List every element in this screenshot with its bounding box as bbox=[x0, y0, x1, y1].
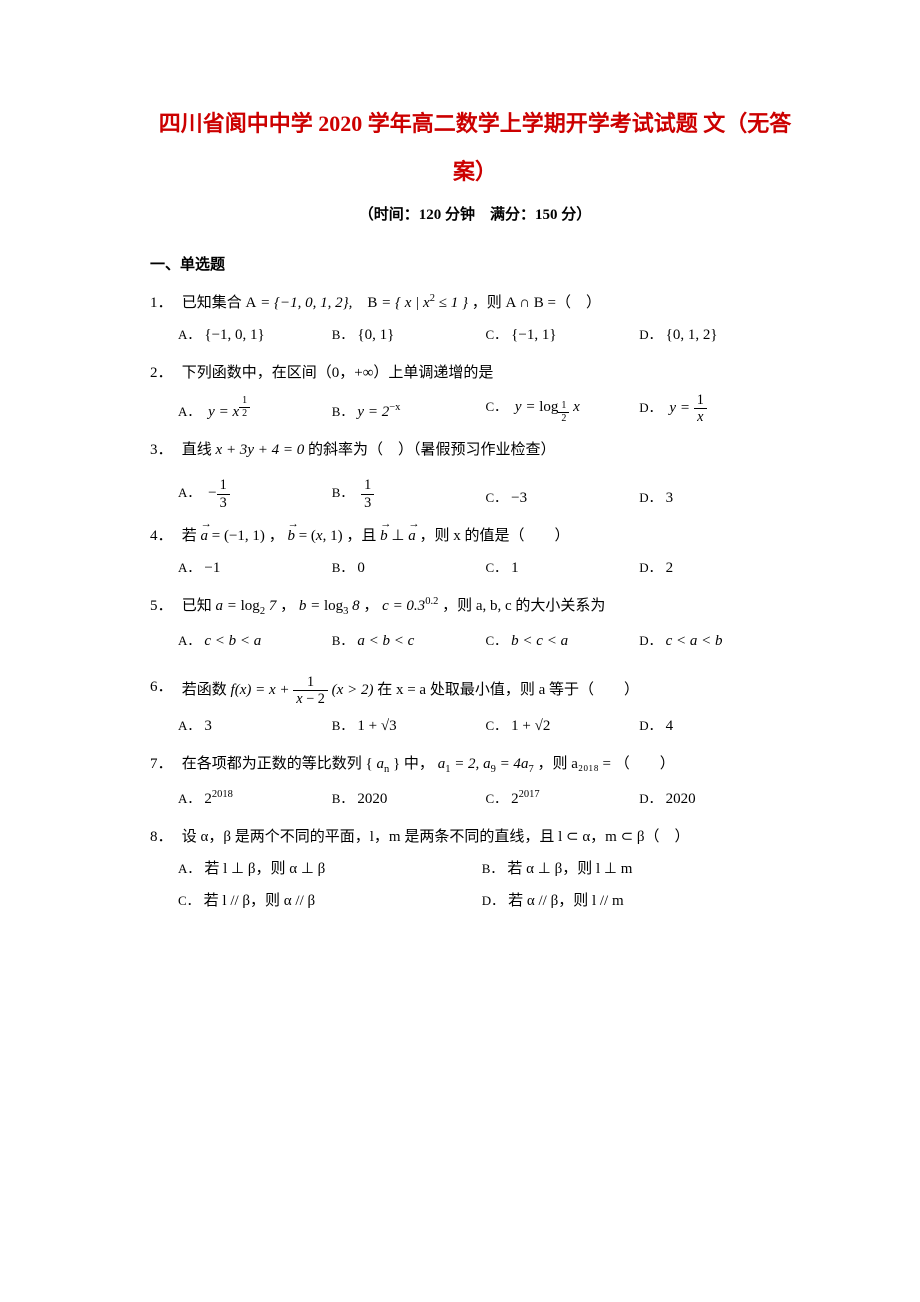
q2-number: 2． bbox=[150, 361, 178, 385]
q5-opt-a: A．c < b < a bbox=[178, 629, 328, 653]
q2-opt-c: C． y = log12 x bbox=[486, 395, 636, 424]
q4-opt-c: C．1 bbox=[486, 556, 636, 580]
question-7: 7． 在各项都为正数的等比数列 { an } 中， a1 = 2, a9 = 4… bbox=[150, 752, 800, 779]
q1-opt-b: B．{0, 1} bbox=[332, 323, 482, 347]
q3-options: A． −13 B． 13 C．−3 D．3 bbox=[178, 478, 800, 510]
q1-number: 1． bbox=[150, 291, 178, 315]
q6-options: A．3 B．1 + √3 C．1 + √2 D．4 bbox=[178, 714, 800, 738]
q5-options: A．c < b < a B．a < b < c C．b < c < a D．c … bbox=[178, 629, 800, 653]
question-8: 8． 设 α，β 是两个不同的平面，l，m 是两条不同的直线，且 l ⊂ α，m… bbox=[150, 825, 800, 849]
q1-opt-c: C．{−1, 1} bbox=[486, 323, 636, 347]
q4-body: 若 a = (−1, 1) ， b = (x, 1) ，且 b ⊥ a ，则 x… bbox=[182, 524, 782, 548]
q2-opt-a: A． y = x12 bbox=[178, 396, 328, 424]
title-line-1: 四川省阆中中学 2020 学年高二数学上学期开学考试试题 文（无答 bbox=[159, 111, 792, 136]
section-1-heading: 一、单选题 bbox=[150, 253, 800, 277]
q1-opt-a: A．{−1, 0, 1} bbox=[178, 323, 328, 347]
q8-opt-b: B．若 α ⊥ β，则 l ⊥ m bbox=[482, 857, 782, 881]
q1-text-post: ，则 A ∩ B =（ ） bbox=[472, 295, 601, 311]
question-4: 4． 若 a = (−1, 1) ， b = (x, 1) ，且 b ⊥ a ，… bbox=[150, 524, 800, 548]
q7-options: A．22018 B．2020 C．22017 D．2020 bbox=[178, 787, 800, 811]
q3-text-post: 的斜率为（ ）（暑假预习作业检查） bbox=[308, 442, 556, 458]
q1-options: A．{−1, 0, 1} B．{0, 1} C．{−1, 1} D．{0, 1,… bbox=[178, 323, 800, 347]
q3-body: 直线 x + 3y + 4 = 0 的斜率为（ ）（暑假预习作业检查） bbox=[182, 438, 782, 462]
q3-opt-b: B． 13 bbox=[332, 478, 482, 510]
question-6: 6． 若函数 f(x) = x + 1x − 2 (x > 2) 在 x = a… bbox=[150, 675, 800, 707]
q8-opt-d: D．若 α // β，则 l // m bbox=[482, 889, 782, 913]
q1-text-pre: 已知集合 bbox=[182, 295, 246, 311]
q4-opt-d: D．2 bbox=[639, 556, 789, 580]
q8-number: 8． bbox=[150, 825, 178, 849]
page-title: 四川省阆中中学 2020 学年高二数学上学期开学考试试题 文（无答 案） bbox=[150, 100, 800, 197]
question-3: 3． 直线 x + 3y + 4 = 0 的斜率为（ ）（暑假预习作业检查） bbox=[150, 438, 800, 462]
question-5: 5． 已知 a = log2 7 ， b = log3 8 ， c = 0.30… bbox=[150, 594, 800, 621]
q5-opt-d: D．c < a < b bbox=[639, 629, 789, 653]
q3-opt-d: D．3 bbox=[639, 486, 789, 510]
q2-text: 下列函数中，在区间（0，+∞）上单调递增的是 bbox=[182, 361, 782, 385]
q6-opt-c: C．1 + √2 bbox=[486, 714, 636, 738]
q1-opt-d: D．{0, 1, 2} bbox=[639, 323, 789, 347]
q3-expr: x + 3y + 4 = 0 bbox=[216, 442, 305, 458]
q5-body: 已知 a = log2 7 ， b = log3 8 ， c = 0.30.2 … bbox=[182, 594, 782, 621]
q2-options: A． y = x12 B．y = 2−x C． y = log12 x D． y… bbox=[178, 393, 800, 425]
q8-opt-a: A．若 l ⊥ β，则 α ⊥ β bbox=[178, 857, 478, 881]
q7-opt-c: C．22017 bbox=[486, 787, 636, 811]
question-1: 1． 已知集合 A = {−1, 0, 1, 2}, B = { x | x2 … bbox=[150, 291, 800, 315]
q3-text-pre: 直线 bbox=[182, 442, 216, 458]
q7-opt-b: B．2020 bbox=[332, 787, 482, 811]
q7-body: 在各项都为正数的等比数列 { an } 中， a1 = 2, a9 = 4a7 … bbox=[182, 752, 782, 779]
q4-options: A．−1 B．0 C．1 D．2 bbox=[178, 556, 800, 580]
q4-opt-b: B．0 bbox=[332, 556, 482, 580]
q4-opt-a: A．−1 bbox=[178, 556, 328, 580]
q5-opt-b: B．a < b < c bbox=[332, 629, 482, 653]
q7-opt-a: A．22018 bbox=[178, 787, 328, 811]
q8-options-2: C．若 l // β，则 α // β D．若 α // β，则 l // m bbox=[178, 889, 800, 913]
q2-opt-b: B．y = 2−x bbox=[332, 400, 482, 424]
q5-number: 5． bbox=[150, 594, 178, 618]
q6-opt-a: A．3 bbox=[178, 714, 328, 738]
title-line-2: 案） bbox=[453, 159, 497, 184]
q3-opt-c: C．−3 bbox=[486, 486, 636, 510]
q6-number: 6． bbox=[150, 675, 178, 699]
q5-opt-c: C．b < c < a bbox=[486, 629, 636, 653]
q3-opt-a: A． −13 bbox=[178, 478, 328, 510]
q3-number: 3． bbox=[150, 438, 178, 462]
q7-number: 7． bbox=[150, 752, 178, 776]
q6-opt-b: B．1 + √3 bbox=[332, 714, 482, 738]
q7-opt-d: D．2020 bbox=[639, 787, 789, 811]
q2-opt-d: D． y = 1x bbox=[639, 393, 789, 425]
q6-body: 若函数 f(x) = x + 1x − 2 (x > 2) 在 x = a 处取… bbox=[182, 675, 782, 707]
q1-expr: A = {−1, 0, 1, 2}, B = { x | x2 ≤ 1 } bbox=[246, 295, 472, 311]
q8-text: 设 α，β 是两个不同的平面，l，m 是两条不同的直线，且 l ⊂ α，m ⊂ … bbox=[182, 825, 782, 849]
exam-subtitle: （时间：120 分钟 满分：150 分） bbox=[150, 203, 800, 227]
question-2: 2． 下列函数中，在区间（0，+∞）上单调递增的是 bbox=[150, 361, 800, 385]
q6-opt-d: D．4 bbox=[639, 714, 789, 738]
q8-opt-c: C．若 l // β，则 α // β bbox=[178, 889, 478, 913]
q1-body: 已知集合 A = {−1, 0, 1, 2}, B = { x | x2 ≤ 1… bbox=[182, 291, 782, 315]
q8-options: A．若 l ⊥ β，则 α ⊥ β B．若 α ⊥ β，则 l ⊥ m bbox=[178, 857, 800, 881]
q4-number: 4． bbox=[150, 524, 178, 548]
